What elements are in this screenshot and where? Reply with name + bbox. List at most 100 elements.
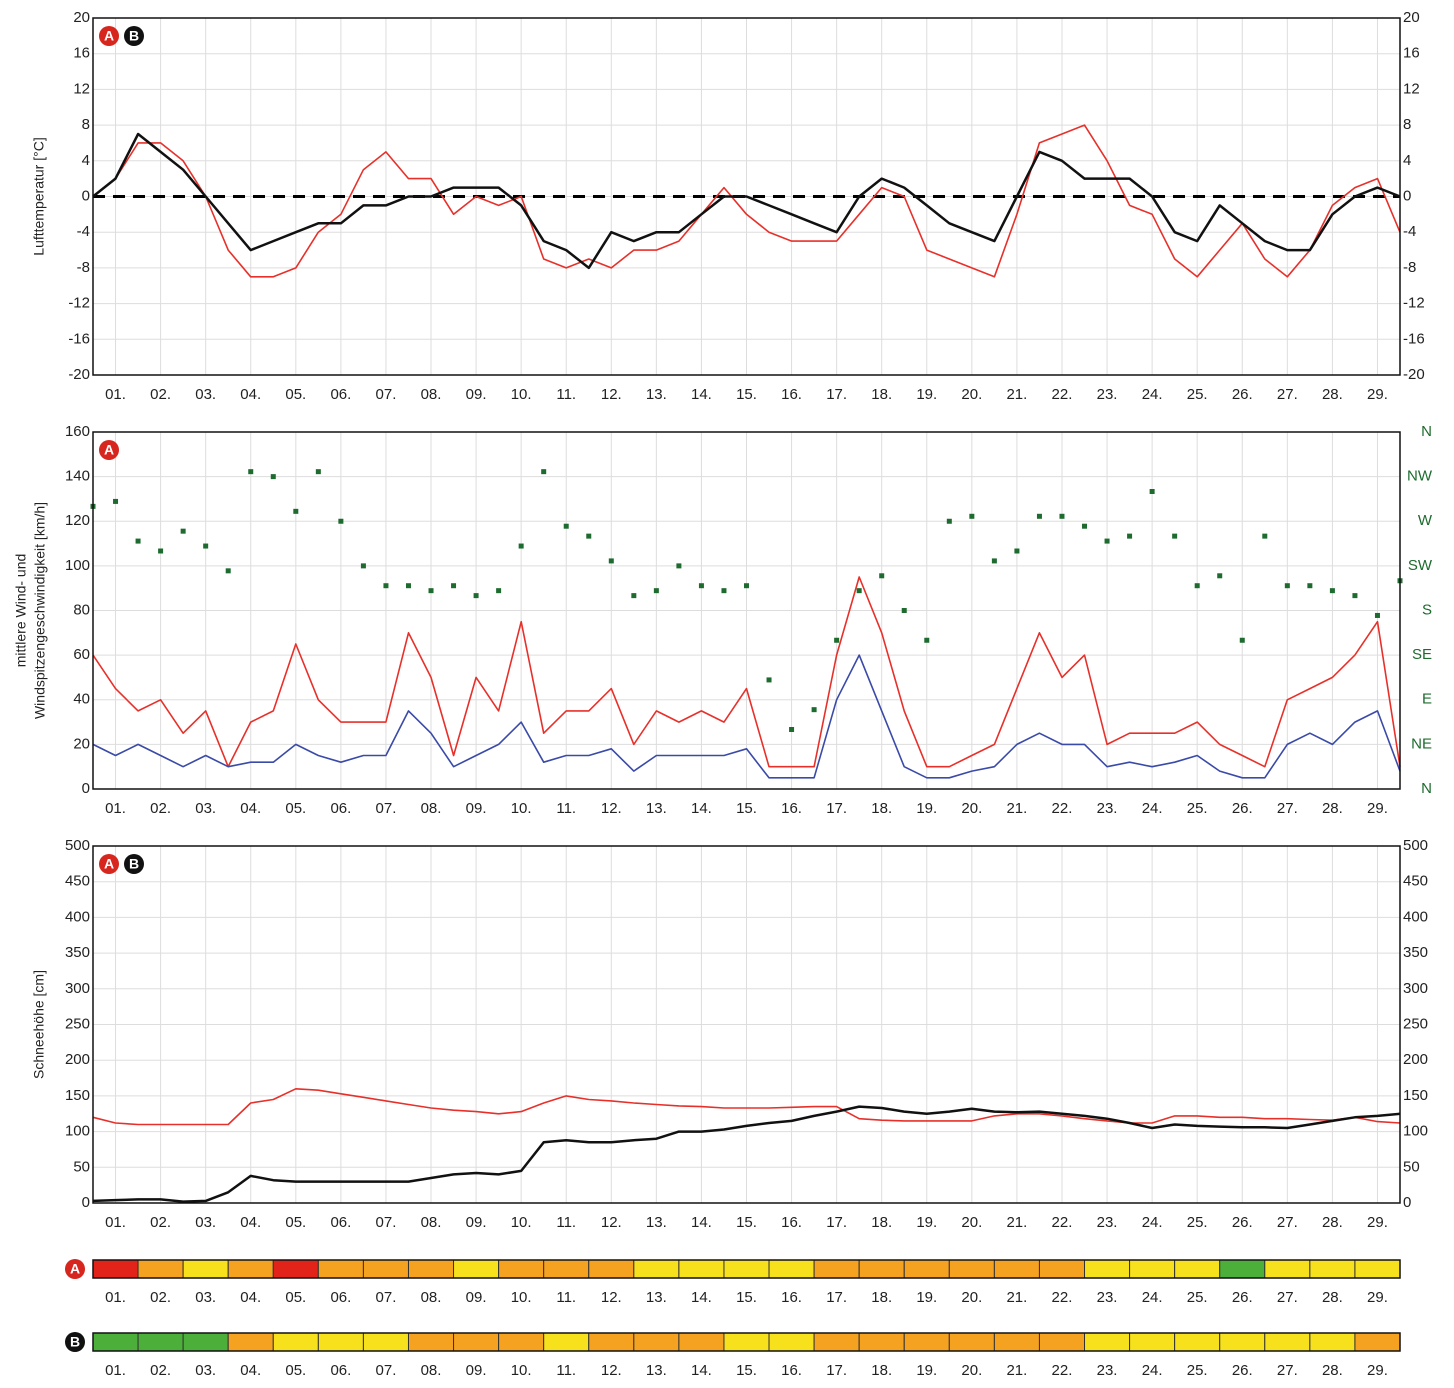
rating-cell [768, 1332, 815, 1352]
rating-cell [137, 1259, 184, 1279]
strip-day-label: 11. [556, 1289, 576, 1306]
rating-cell [1264, 1259, 1311, 1279]
strip-day-label: 25. [1187, 1289, 1208, 1306]
strip-day-label: 05. [285, 1289, 306, 1306]
rating-cell [1309, 1332, 1356, 1352]
y2-tick-label: W [1418, 512, 1433, 529]
x-tick-label: 07. [376, 386, 397, 403]
scatter-point [405, 583, 411, 589]
strip-day-label: 01. [105, 1362, 126, 1379]
x-tick-label: 09. [466, 1214, 487, 1231]
y-tick-label-right: 250 [1403, 1015, 1428, 1032]
badge [65, 1332, 85, 1352]
x-tick-label: 15. [736, 1214, 757, 1231]
series-line [92, 576, 1401, 768]
y-tick-label-right: 200 [1403, 1051, 1428, 1068]
strip-day-label: 25. [1187, 1362, 1208, 1379]
y2-tick-label: NE [1411, 735, 1432, 752]
rating-cell [453, 1259, 500, 1279]
strip-day-label: 04. [240, 1362, 261, 1379]
x-tick-label: 03. [195, 800, 216, 817]
x-tick-label: 19. [916, 1214, 937, 1231]
x-tick-label: 15. [736, 800, 757, 817]
rating-cell [588, 1332, 635, 1352]
rating-cell [588, 1259, 635, 1279]
y-tick-label: 0 [82, 780, 90, 797]
x-tick-label: 05. [285, 386, 306, 403]
scatter-point [631, 593, 637, 599]
y-tick-label-right: 350 [1403, 944, 1428, 961]
badge-label: B [129, 856, 139, 872]
y-tick-label: -4 [77, 223, 90, 240]
y2-tick-label: N [1421, 780, 1432, 797]
y-tick-label-right: -12 [1403, 295, 1425, 312]
strip-day-label: 09. [466, 1362, 487, 1379]
rating-cell [362, 1332, 409, 1352]
x-tick-label: 04. [240, 1214, 261, 1231]
series-line [92, 1105, 1401, 1203]
scatter-point [1172, 533, 1178, 539]
x-tick-label: 21. [1006, 386, 1027, 403]
strip-day-label: 24. [1142, 1289, 1163, 1306]
y-tick-label: 0 [82, 187, 90, 204]
y-tick-label: 0 [82, 1194, 90, 1211]
y-axis-title: Schneehöhe [cm] [31, 970, 47, 1079]
strip-day-label: 10. [511, 1362, 532, 1379]
rating-cell [362, 1259, 409, 1279]
scatter-point [1329, 588, 1335, 594]
x-tick-label: 29. [1367, 800, 1388, 817]
rating-cell [723, 1259, 770, 1279]
badge-label: A [104, 856, 114, 872]
scatter-point [563, 523, 569, 529]
y-tick-label-right: 50 [1403, 1158, 1420, 1175]
scatter-point [969, 513, 975, 519]
x-tick-label: 24. [1142, 386, 1163, 403]
x-tick-label: 16. [781, 800, 802, 817]
x-tick-label: 08. [421, 800, 442, 817]
x-tick-label: 21. [1006, 800, 1027, 817]
x-tick-label: 09. [466, 800, 487, 817]
strip-day-label: 20. [961, 1362, 982, 1379]
x-tick-label: 28. [1322, 386, 1343, 403]
strip-day-label: 03. [195, 1289, 216, 1306]
x-tick-label: 01. [105, 1214, 126, 1231]
scatter-point [338, 518, 344, 524]
rating-cell [92, 1332, 139, 1352]
y-tick-label: 40 [73, 691, 90, 708]
x-tick-label: 24. [1142, 1214, 1163, 1231]
x-tick-label: 28. [1322, 1214, 1343, 1231]
x-tick-label: 06. [330, 386, 351, 403]
y-tick-label: 200 [65, 1051, 90, 1068]
strip-day-label: 15. [736, 1362, 757, 1379]
strip-day-label: 04. [240, 1289, 261, 1306]
x-tick-label: 11. [556, 800, 576, 817]
y-tick-label: 60 [73, 646, 90, 663]
x-tick-label: 18. [871, 386, 892, 403]
x-tick-label: 27. [1277, 386, 1298, 403]
x-tick-label: 20. [961, 800, 982, 817]
strip-day-label: 07. [376, 1289, 397, 1306]
scatter-point [1284, 583, 1290, 589]
rating-cell [453, 1332, 500, 1352]
strip-day-label: 01. [105, 1289, 126, 1306]
x-tick-label: 25. [1187, 386, 1208, 403]
rating-cell [137, 1332, 184, 1352]
x-tick-label: 10. [511, 1214, 532, 1231]
rating-cell [1174, 1332, 1221, 1352]
strip-day-label: 17. [826, 1289, 847, 1306]
badge [65, 1259, 85, 1279]
x-tick-label: 26. [1232, 1214, 1253, 1231]
rating-cell [723, 1332, 770, 1352]
scatter-point [360, 563, 366, 569]
strip-day-label: 27. [1277, 1362, 1298, 1379]
rating-cell [407, 1332, 455, 1352]
rating-cell [1084, 1259, 1131, 1279]
scatter-point [1307, 583, 1313, 589]
y-tick-label-right: -20 [1403, 366, 1425, 383]
x-tick-label: 02. [150, 386, 171, 403]
x-tick-label: 19. [916, 800, 937, 817]
y-tick-label: 250 [65, 1015, 90, 1032]
rating-cell [182, 1332, 229, 1352]
plot-frame [92, 431, 1401, 790]
rating-cell [1038, 1259, 1086, 1279]
